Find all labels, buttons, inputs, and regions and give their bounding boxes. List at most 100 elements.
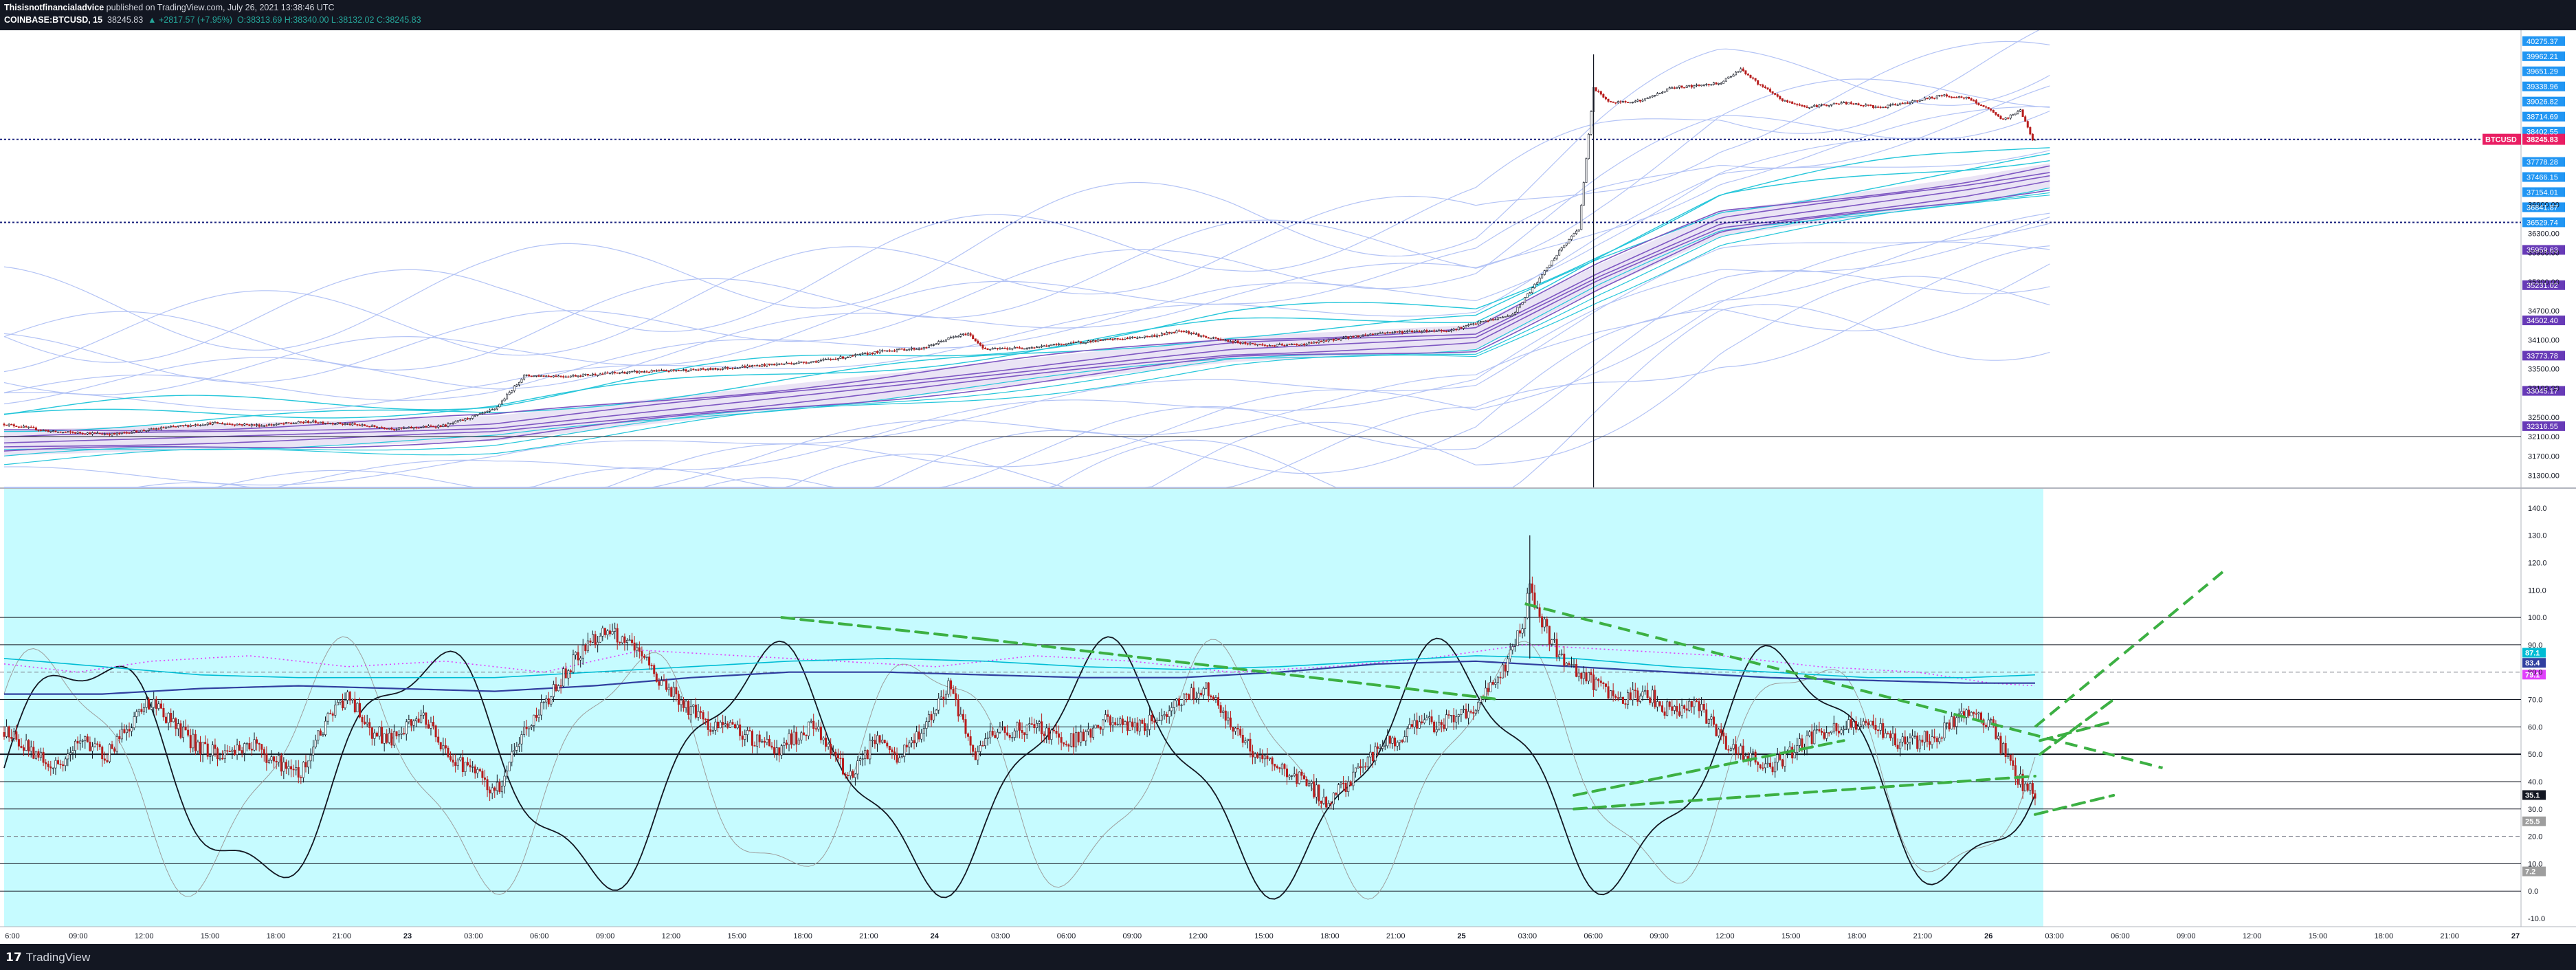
oscillator-candle-body — [724, 723, 726, 725]
oscillator-candle-body — [76, 740, 79, 744]
price-axis-tick-label: 36900.00 — [2528, 201, 2560, 209]
oscillator-candle-body — [1612, 690, 1614, 696]
oscillator-candle-body — [469, 764, 471, 768]
price-candle-body — [1440, 329, 1443, 331]
price-axis-tick-label: 34100.00 — [2528, 336, 2560, 344]
oscillator-candle-body — [197, 741, 199, 751]
oscillator-candle-body — [641, 651, 643, 657]
price-candle-body — [1685, 85, 1688, 88]
price-candle-body — [1516, 307, 1519, 313]
price-candle-body — [665, 370, 668, 372]
oscillator-candle-body — [611, 631, 614, 635]
oscillator-candle-body — [1126, 721, 1129, 731]
oscillator-candle-body — [1155, 720, 1158, 723]
price-axis-marker-label: 37778.28 — [2527, 159, 2558, 167]
time-axis-tick-label: 26 — [1984, 932, 1992, 940]
price-axis-marker — [2522, 96, 2565, 107]
oscillator-candle-body — [1860, 725, 1863, 727]
oscillator-candle-body — [390, 733, 393, 746]
oscillator-candle-body — [1263, 756, 1266, 760]
price-candle-body — [508, 392, 511, 395]
upper-light-band-0 — [3, 150, 2050, 411]
oscillator-candle-body — [398, 734, 401, 737]
oscillator-candle-body — [1724, 736, 1727, 750]
oscillator-candle-body — [827, 743, 830, 747]
tradingview-logo[interactable]: 17 TradingView — [5, 951, 90, 965]
price-candle-body — [944, 339, 947, 342]
publisher-name[interactable]: Thisisnotfinancialadvice — [4, 3, 104, 12]
oscillator-candle-body — [1114, 722, 1117, 725]
oscillator-candle-body — [1546, 619, 1548, 627]
price-candle-body — [1644, 98, 1647, 101]
price-change: ▲ +2817.57 (+7.95%) — [148, 15, 232, 25]
oscillator-candle-body — [766, 738, 768, 743]
price-candle-body — [1538, 278, 1541, 283]
oscillator-candle-body — [1298, 771, 1300, 784]
price-candle-body — [1869, 104, 1872, 107]
price-candle-body — [645, 371, 648, 373]
price-candle-body — [577, 375, 579, 377]
price-candle-body — [120, 432, 123, 434]
oscillator-candle-body — [339, 700, 342, 703]
trendline — [1573, 739, 1845, 797]
oscillator-candle-body — [37, 751, 40, 758]
price-candle-body — [636, 371, 639, 373]
price-candle-body — [194, 424, 197, 426]
oscillator-candle-body — [111, 744, 113, 749]
time-axis-tick-label: 18:00 — [1847, 932, 1867, 940]
oscillator-candle-body — [584, 645, 587, 652]
oscillator-candle-body — [1138, 720, 1141, 731]
oscillator-candle-body — [1124, 721, 1126, 725]
time-axis-tick-label: 03:00 — [1518, 932, 1537, 940]
chart-area[interactable]: 31300.00 31700.00 32100.00 32500.00 33100.00… — [0, 30, 2576, 944]
oscillator-candle-body — [1929, 741, 1931, 745]
oscillator-candle-body — [1752, 751, 1755, 753]
oscillator-candle-body — [1985, 725, 1988, 727]
oscillator-candle-body — [2004, 743, 2007, 758]
oscillator-candle-body — [513, 750, 515, 752]
price-candle-body — [98, 432, 101, 434]
price-candle-body — [925, 346, 928, 349]
oscillator-candle-body — [989, 731, 992, 738]
price-candle-body — [329, 423, 332, 424]
price-candle-body — [1860, 104, 1863, 107]
price-candle-body — [707, 368, 709, 371]
price-candle-body — [1627, 102, 1630, 103]
chart-svg[interactable]: 31300.0031700.0032100.0032500.0033100.00… — [0, 30, 2576, 944]
price-candle-body — [1673, 87, 1676, 89]
oscillator-candle-body — [245, 742, 248, 745]
oscillator-candle-body — [1872, 720, 1874, 726]
trendline — [2033, 793, 2116, 816]
price-candle-body — [1992, 109, 1995, 113]
price-candle-body — [1322, 340, 1325, 342]
oscillator-candle-body — [719, 722, 722, 729]
price-candle-body — [878, 350, 881, 353]
oscillator-candle-body — [1013, 730, 1016, 738]
oscillator-candle-body — [1043, 734, 1045, 736]
price-candle-body — [552, 375, 555, 377]
price-candle-body — [1063, 344, 1065, 346]
price-candle-body — [1035, 346, 1038, 348]
price-candle-body — [1160, 333, 1163, 336]
oscillator-candle-body — [148, 698, 151, 710]
oscillator-candle-body — [1632, 690, 1634, 701]
price-candle-body — [1803, 105, 1806, 107]
last-price: 38245.83 — [107, 15, 144, 25]
oscillator-candle-body — [537, 714, 540, 718]
price-candle-body — [1614, 102, 1617, 104]
price-candle-body — [540, 375, 543, 377]
oscillator-candle-body — [489, 789, 491, 794]
oscillator-candle-body — [1384, 745, 1386, 747]
price-candle-body — [515, 384, 518, 386]
oscillator-candle-body — [1850, 719, 1852, 728]
oscillator-candle-body — [159, 703, 162, 709]
symbol-name[interactable]: COINBASE:BTCUSD, 15 — [4, 15, 103, 25]
oscillator-candle-body — [1192, 687, 1195, 700]
price-candle-body — [1862, 104, 1865, 107]
oscillator-candle-body — [1082, 731, 1085, 742]
oscillator-candle-body — [614, 628, 617, 632]
price-candle-body — [1688, 85, 1691, 87]
oscillator-candle-body — [913, 740, 915, 744]
oscillator-candle-body — [1759, 764, 1762, 769]
price-candle-body — [575, 375, 577, 377]
